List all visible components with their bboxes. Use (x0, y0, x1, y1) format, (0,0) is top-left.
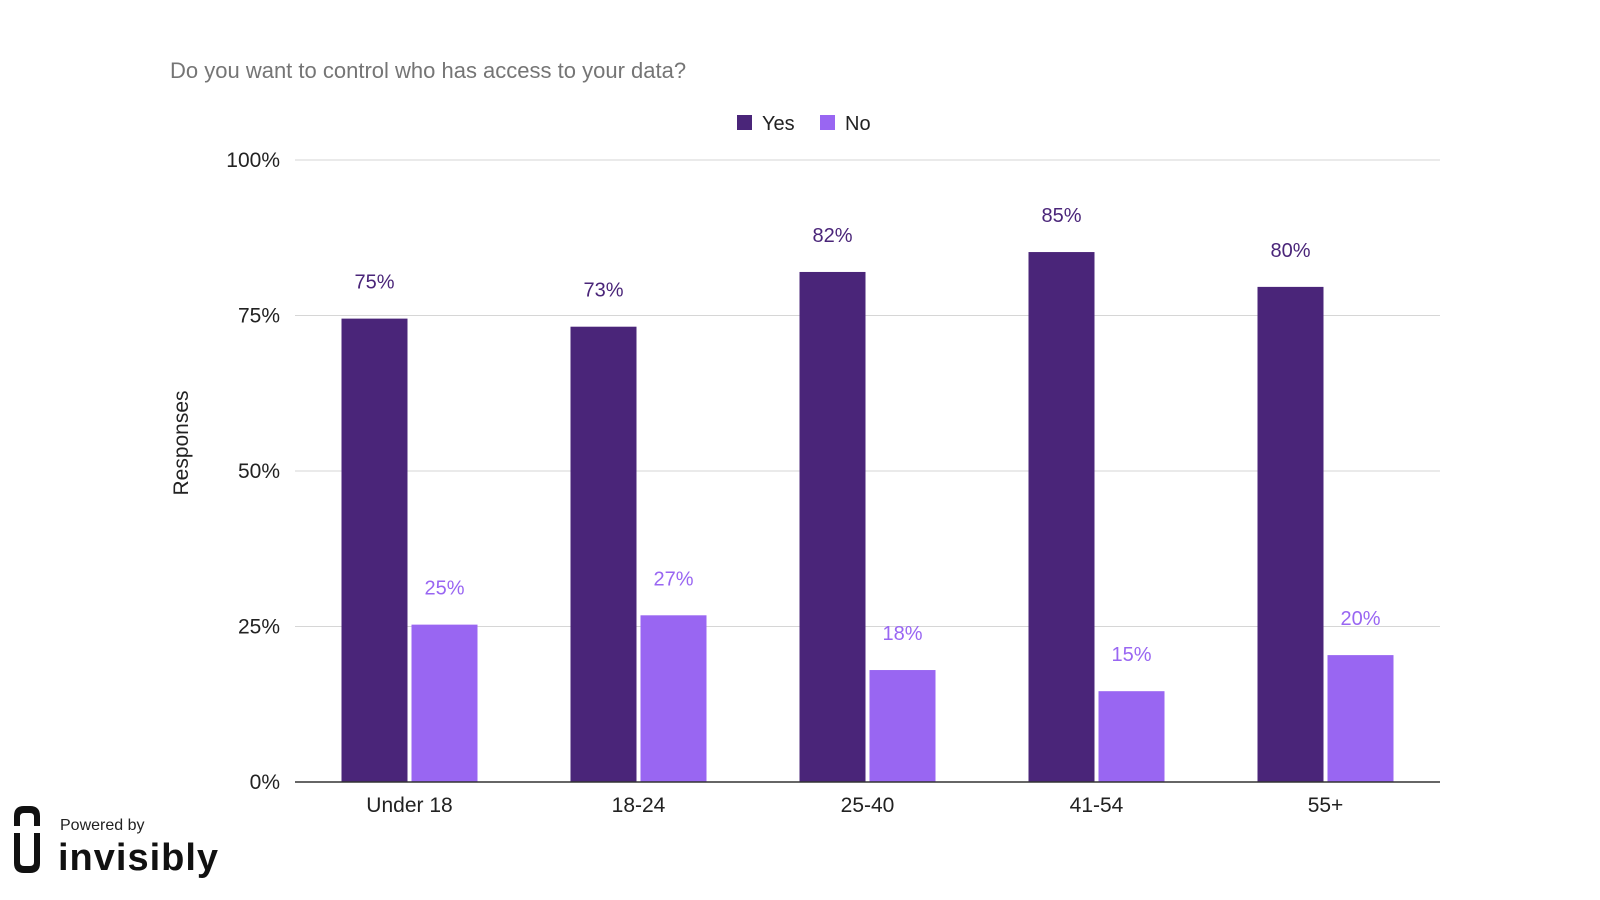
legend: Yes No (737, 113, 871, 135)
chart-title: Do you want to control who has access to… (170, 58, 686, 83)
y-tick-label: 25% (238, 616, 280, 639)
data-label: 73% (583, 280, 623, 302)
x-tick-label: 55+ (1308, 794, 1344, 817)
y-tick-label: 50% (238, 460, 280, 483)
data-label: 75% (354, 272, 394, 294)
data-label: 18% (882, 623, 922, 645)
brand-name: invisibly (58, 837, 219, 879)
y-axis-label: Responses (170, 390, 193, 495)
legend-swatch-no (820, 115, 835, 130)
bar-no-2 (869, 670, 936, 782)
legend-label-no: No (845, 113, 871, 135)
data-label: 20% (1340, 608, 1380, 630)
x-tick-label: 25-40 (841, 794, 895, 817)
x-axis-ticks: Under 18 18-24 25-40 41-54 55+ (366, 794, 1343, 817)
x-tick-label: 41-54 (1070, 794, 1124, 817)
y-tick-label: 0% (250, 771, 280, 794)
data-label: 25% (424, 578, 464, 600)
legend-label-yes: Yes (762, 113, 795, 135)
bar-yes-4 (1257, 286, 1324, 782)
bar-no-1 (640, 615, 707, 782)
invisibly-logo-icon (14, 806, 40, 873)
bar-yes-0 (341, 318, 408, 782)
powered-by-text: Powered by (60, 817, 145, 834)
bar-no-4 (1327, 655, 1394, 782)
gridlines (295, 159, 1440, 627)
bar-no-3 (1098, 691, 1165, 782)
bar-yes-1 (570, 326, 637, 782)
data-label: 85% (1041, 205, 1081, 227)
data-label: 27% (653, 568, 693, 590)
y-tick-label: 100% (226, 149, 280, 172)
bar-yes-3 (1028, 252, 1095, 782)
branding: Powered by invisibly (14, 806, 219, 879)
y-tick-label: 75% (238, 305, 280, 328)
legend-swatch-yes (737, 115, 752, 130)
data-label: 15% (1111, 644, 1151, 666)
bar-yes-2 (799, 271, 866, 782)
x-tick-label: 18-24 (612, 794, 666, 817)
bar-no-0 (411, 624, 478, 782)
bars (341, 252, 1394, 782)
y-axis-ticks: 0% 25% 50% 75% 100% (226, 149, 280, 794)
data-label: 80% (1270, 240, 1310, 262)
data-labels: 75% 25% 73% 27% 82% 18% 85% 15% 80% 20% (354, 205, 1380, 666)
data-label: 82% (812, 225, 852, 247)
x-tick-label: Under 18 (366, 794, 452, 817)
